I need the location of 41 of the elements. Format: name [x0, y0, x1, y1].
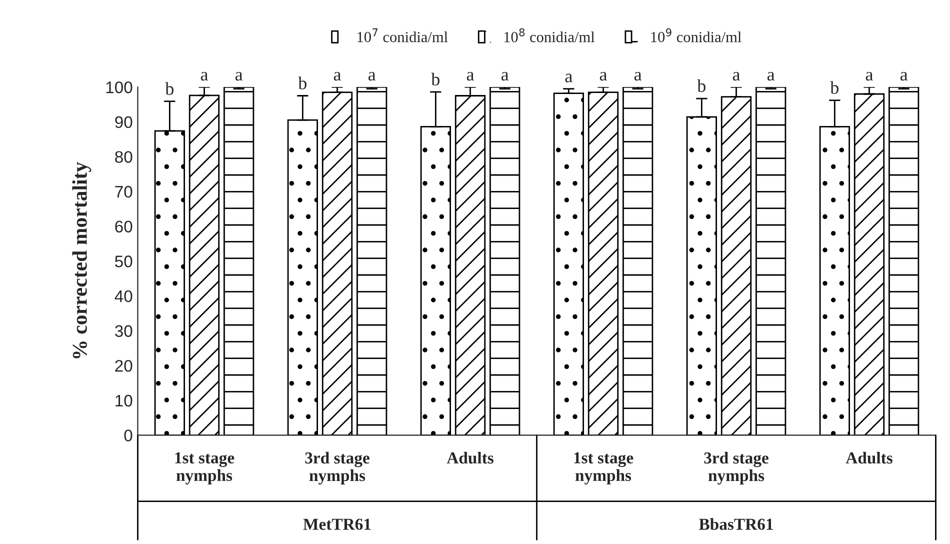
y-tick-label: 90: [115, 116, 132, 128]
data-label: b: [830, 81, 838, 94]
data-label: b: [697, 79, 706, 92]
y-tick-label: 50: [115, 256, 132, 268]
data-label: a: [732, 72, 740, 81]
data-label: a: [767, 72, 775, 81]
legend-label: 10$^{7}$ conidia/ml: [358, 28, 448, 42]
y-tick-label: 60: [115, 220, 132, 233]
x-tick-label: Adults: [446, 452, 494, 464]
x-tick-label: 1st stage nymphs: [175, 452, 234, 484]
text: BbasTR61: [699, 518, 773, 530]
data-label: a: [900, 72, 908, 81]
data-label: a: [866, 72, 874, 81]
y-tick-label: 30: [114, 325, 132, 337]
data-label: b: [165, 82, 174, 95]
y-tick-label: 0: [124, 430, 132, 442]
y-tick-label: 40: [114, 290, 132, 302]
y-tick-label: 80: [115, 151, 132, 163]
data-label: a: [501, 72, 509, 81]
y-tick-label: 100: [106, 81, 132, 94]
data-label: b: [298, 76, 306, 90]
y-axis-title: % corrected mortality: [72, 162, 92, 358]
x-tick-label: 3rd stage nymphs: [305, 452, 370, 485]
y-tick-label: 10: [116, 394, 132, 407]
data-label: a: [466, 72, 474, 81]
data-label: a: [200, 72, 208, 81]
data-label: a: [600, 72, 608, 81]
x-tick-label: Adults: [846, 452, 892, 464]
data-label: a: [565, 74, 572, 82]
data-label: b: [431, 72, 440, 86]
data-label: a: [634, 72, 642, 81]
legend-label: 10$^{9}$ conidia/ml: [651, 28, 742, 42]
data-label: a: [368, 72, 376, 81]
x-tick-label: 1st stage nymphs: [574, 452, 634, 484]
data-label: a: [235, 72, 243, 81]
text: MetTR61: [303, 518, 371, 530]
x-tick-label: 3rd stage nymphs: [704, 452, 768, 485]
legend-label: 10$^{8}$ conidia/ml: [504, 28, 595, 42]
data-label: a: [334, 72, 342, 81]
y-tick-label: 20: [115, 360, 132, 372]
y-tick-label: 70: [115, 186, 132, 198]
